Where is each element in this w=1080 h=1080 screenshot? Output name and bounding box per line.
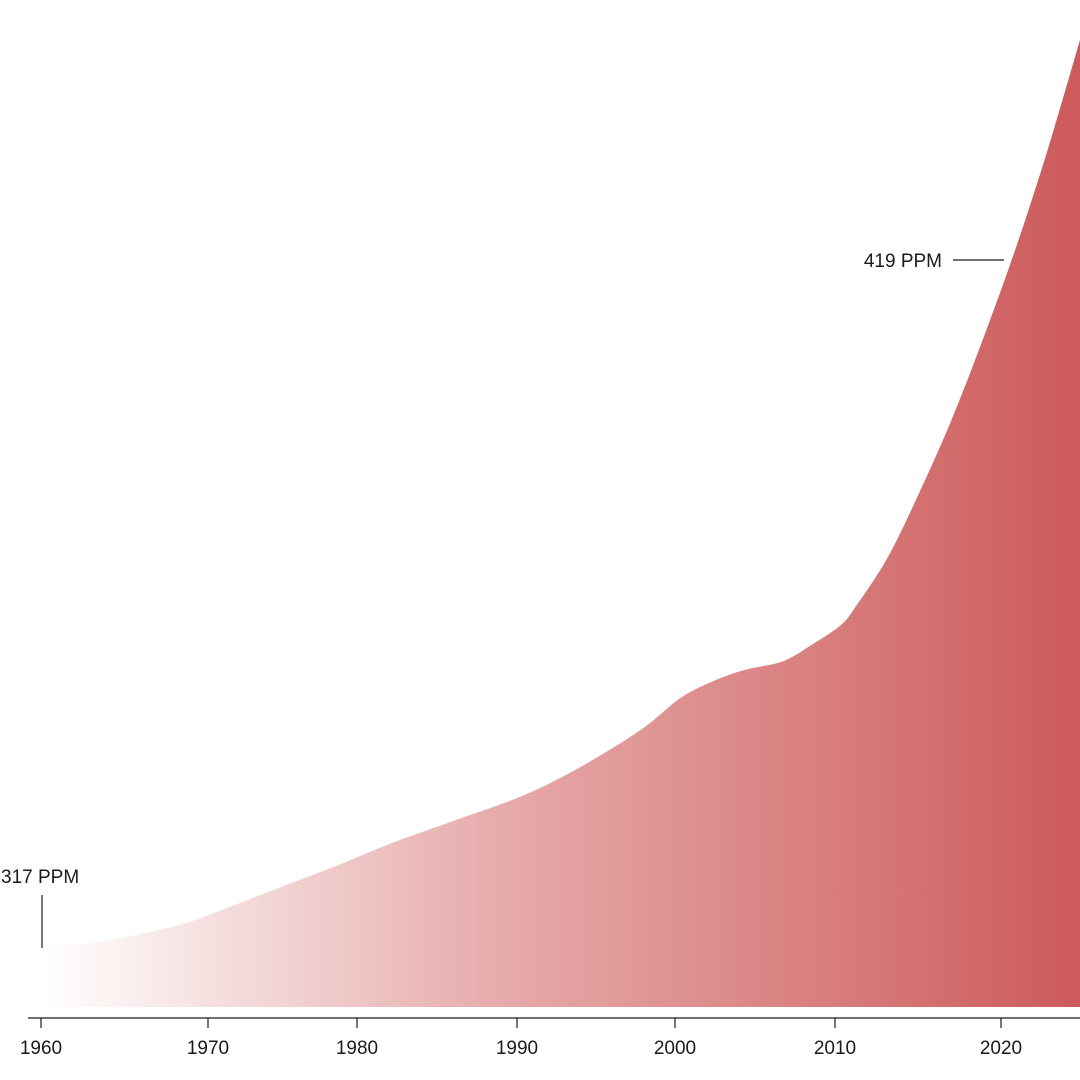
x-tick-label-1980: 1980 (336, 1038, 378, 1059)
x-tick-label-1970: 1970 (187, 1038, 229, 1059)
annotation-317-label: 317 PPM (1, 867, 79, 888)
annotation-419-label: 419 PPM (864, 251, 942, 272)
x-tick-label-1990: 1990 (496, 1038, 538, 1059)
x-tick-label-1960: 1960 (20, 1038, 62, 1059)
x-tick-label-2020: 2020 (980, 1038, 1022, 1059)
x-tick-label-2000: 2000 (654, 1038, 696, 1059)
x-tick-label-2010: 2010 (814, 1038, 856, 1059)
co2-area (41, 40, 1080, 1007)
x-axis-ticks: 1960 1970 1980 1990 2000 2010 2020 (20, 1018, 1022, 1059)
annotations: 317 PPM 419 PPM (1, 251, 1004, 948)
